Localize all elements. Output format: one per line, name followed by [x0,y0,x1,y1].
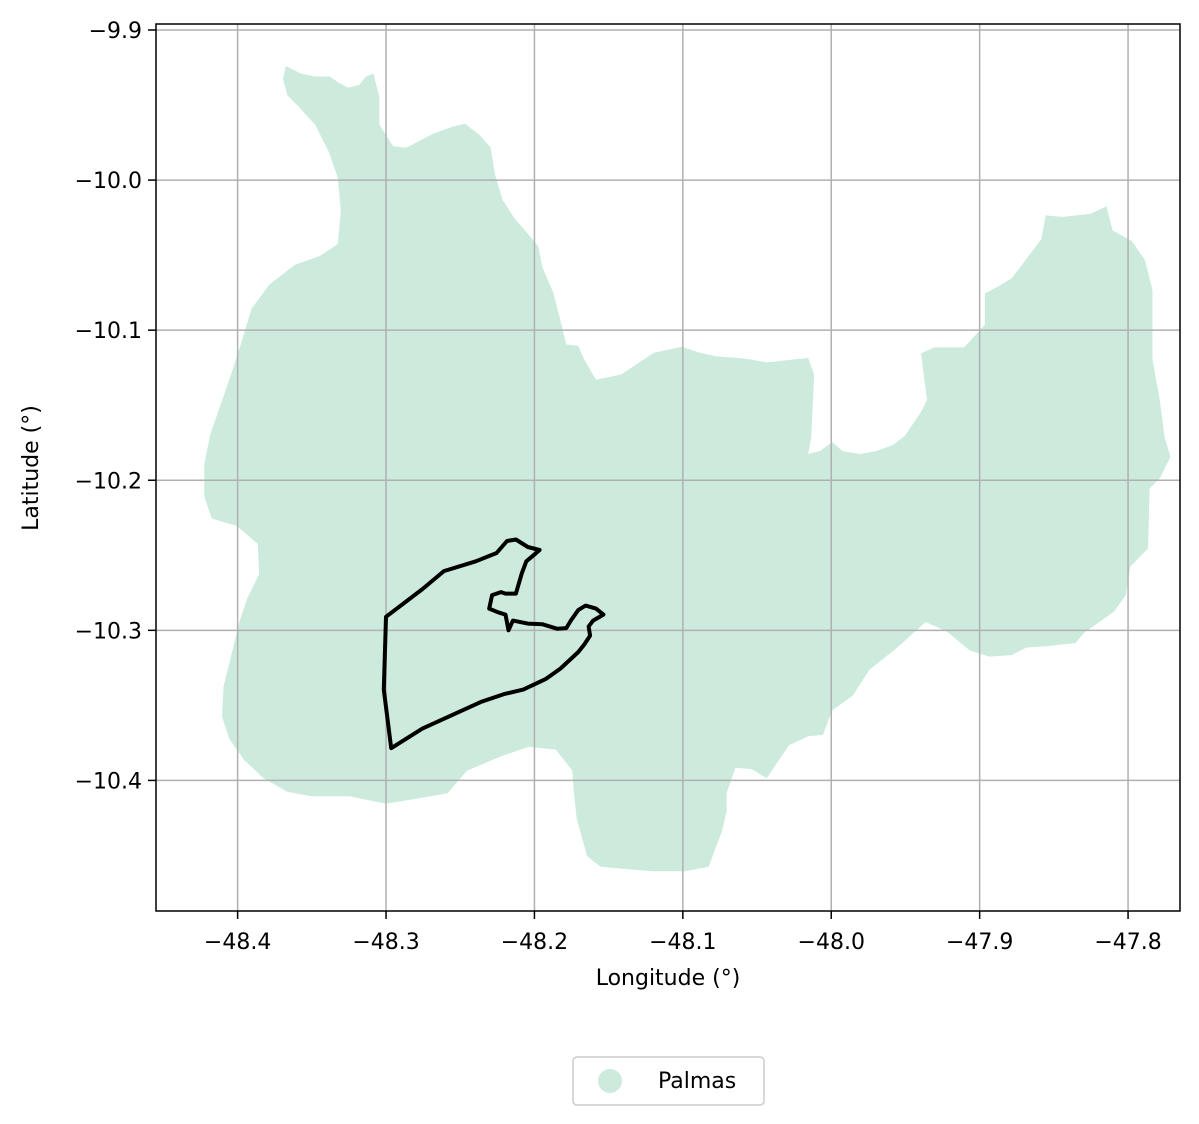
y-tick-label: −10.4 [75,769,142,794]
x-tick-label: −48.4 [204,930,271,955]
y-tick-label: −9.9 [89,19,142,44]
x-tick-label: −48.2 [501,930,568,955]
x-tick-label: −47.9 [946,930,1013,955]
x-tick-label: −48.1 [649,930,716,955]
legend-marker-palmas [598,1069,622,1093]
x-axis-label: Longitude (°) [596,966,741,991]
x-tick-label: −47.8 [1094,930,1161,955]
y-axis-label: Latitude (°) [19,405,44,531]
plot-area [155,23,1181,912]
legend: Palmas [572,1056,765,1106]
x-axis-ticks: −48.4 −48.3 −48.2 −48.1 −48.0 −47.9 −47.8 [204,911,1162,955]
x-tick-label: −48.0 [798,930,865,955]
y-tick-label: −10.3 [75,619,142,644]
y-axis-ticks: −9.9 −10.0 −10.1 −10.2 −10.3 −10.4 [75,19,156,794]
y-tick-label: −10.1 [75,319,142,344]
y-tick-label: −10.0 [75,169,142,194]
y-tick-label: −10.2 [75,469,142,494]
legend-box [572,1056,765,1106]
x-tick-label: −48.3 [352,930,419,955]
grid [156,24,1180,911]
boundary-outline [381,537,606,751]
palmas-region [204,66,1171,872]
axes-frame [155,23,1181,912]
legend-label-palmas: Palmas [658,1069,736,1094]
